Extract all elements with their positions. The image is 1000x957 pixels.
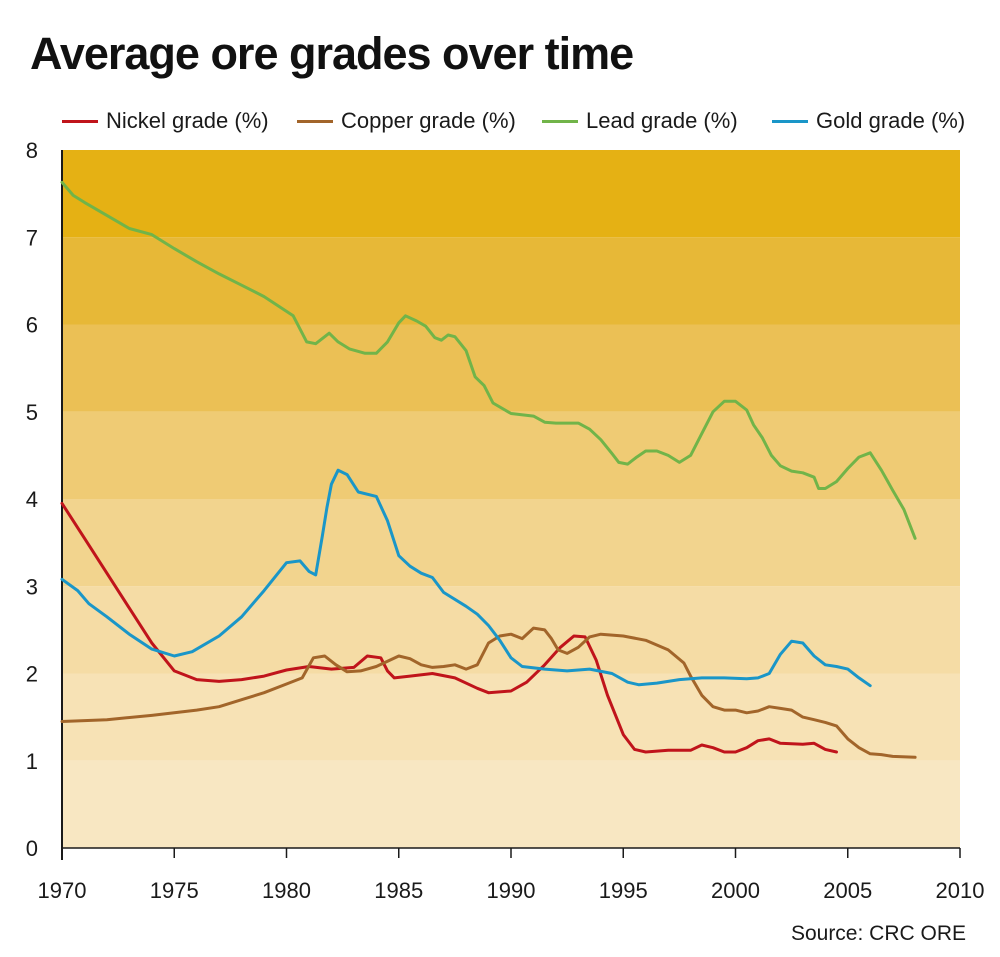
series-line-gold bbox=[60, 468, 872, 688]
background-band-1 bbox=[62, 673, 960, 761]
background-band-0 bbox=[62, 760, 960, 848]
x-axis-ticks: 1970 1975 1980 1985 1990 1995 2000 2005 2010 bbox=[38, 848, 985, 903]
x-tick-label-2005: 2005 bbox=[823, 878, 872, 903]
y-tick-label-0: 0 bbox=[26, 836, 38, 861]
y-tick-label-5: 5 bbox=[26, 400, 38, 425]
background-band-7 bbox=[62, 150, 960, 238]
y-axis-ticks: 0 1 2 3 4 5 6 7 8 bbox=[26, 138, 38, 861]
series-lines bbox=[60, 180, 917, 759]
x-tick-label-1985: 1985 bbox=[374, 878, 423, 903]
x-tick-label-1970: 1970 bbox=[38, 878, 87, 903]
background-band-4 bbox=[62, 411, 960, 499]
legend-label-lead: Lead grade (%) bbox=[586, 108, 738, 133]
x-tick-label-1995: 1995 bbox=[599, 878, 648, 903]
y-tick-label-2: 2 bbox=[26, 662, 38, 687]
series-line-nickel bbox=[60, 501, 838, 754]
y-tick-label-7: 7 bbox=[26, 225, 38, 250]
x-tick-label-2000: 2000 bbox=[711, 878, 760, 903]
series-line-lead bbox=[60, 180, 917, 540]
x-tick-label-1990: 1990 bbox=[487, 878, 536, 903]
legend-swatch-copper bbox=[297, 119, 333, 123]
background-band-6 bbox=[62, 237, 960, 325]
background-band-5 bbox=[62, 324, 960, 412]
x-tick-label-1980: 1980 bbox=[262, 878, 311, 903]
x-tick-label-1975: 1975 bbox=[150, 878, 199, 903]
legend-swatch-lead bbox=[542, 119, 578, 123]
legend-swatch-nickel bbox=[62, 119, 98, 123]
legend-item-copper: Copper grade (%) bbox=[297, 106, 516, 136]
y-tick-label-8: 8 bbox=[26, 138, 38, 163]
y-tick-label-6: 6 bbox=[26, 313, 38, 338]
source-note: Source: CRC ORE bbox=[790, 922, 966, 945]
legend-swatch-gold bbox=[772, 119, 808, 123]
series-line-copper bbox=[60, 626, 917, 759]
y-tick-label-1: 1 bbox=[26, 749, 38, 774]
background-band-3 bbox=[62, 499, 960, 587]
legend: Nickel grade (%) Copper grade (%) Lead g… bbox=[62, 106, 965, 136]
legend-label-copper: Copper grade (%) bbox=[341, 108, 516, 133]
legend-item-gold: Gold grade (%) bbox=[772, 106, 965, 136]
y-tick-label-4: 4 bbox=[26, 487, 38, 512]
y-tick-label-3: 3 bbox=[26, 574, 38, 599]
background-bands bbox=[62, 150, 960, 848]
x-tick-label-2010: 2010 bbox=[936, 878, 985, 903]
legend-item-lead: Lead grade (%) bbox=[542, 106, 738, 136]
legend-label-gold: Gold grade (%) bbox=[816, 108, 966, 133]
chart-title: Average ore grades over time bbox=[30, 28, 634, 79]
background-band-2 bbox=[62, 586, 960, 674]
legend-label-nickel: Nickel grade (%) bbox=[106, 108, 269, 133]
legend-item-nickel: Nickel grade (%) bbox=[62, 106, 269, 136]
